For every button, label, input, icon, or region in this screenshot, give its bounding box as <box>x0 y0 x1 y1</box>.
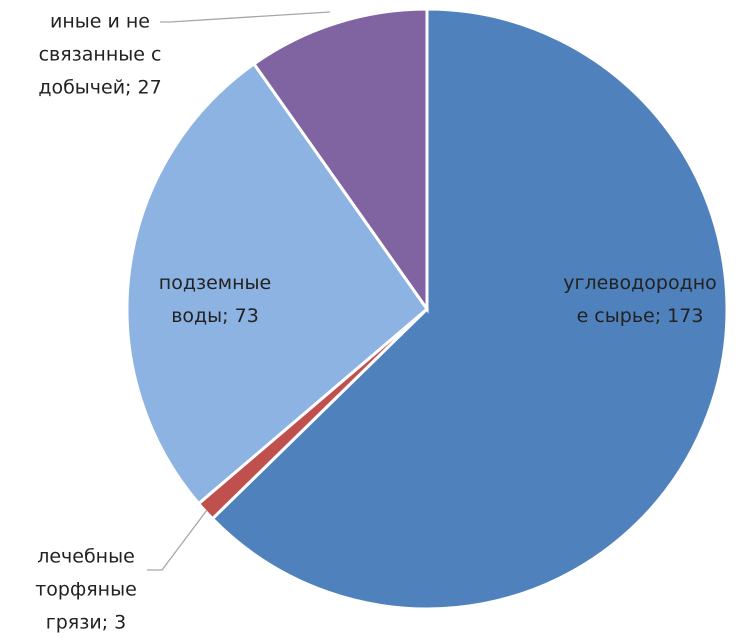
data-label: углеводородное сырье; 173 <box>563 272 717 327</box>
pie-slice <box>210 7 729 611</box>
data-label: иные и не связанные с добычей; 27 <box>38 10 162 99</box>
data-label: лечебные торфяные грязи; 3 <box>35 545 137 634</box>
data-label: подземные воды; 73 <box>158 272 272 327</box>
leader-line <box>160 11 331 23</box>
leader-line <box>147 509 208 571</box>
pie-slice <box>125 61 430 506</box>
pie-slice <box>251 7 429 314</box>
